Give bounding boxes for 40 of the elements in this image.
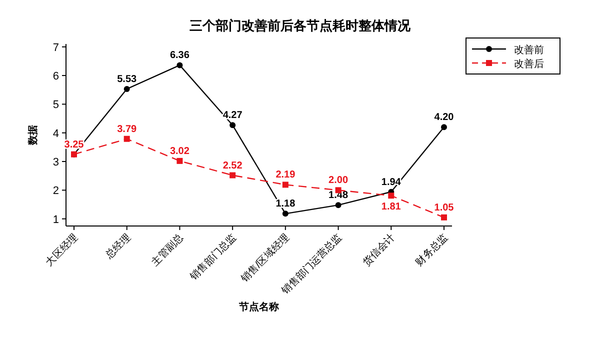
y-tick-label: 6: [52, 70, 59, 83]
data-label: 2.52: [222, 160, 243, 172]
data-label: 4.20: [434, 112, 454, 124]
point: [176, 62, 183, 68]
data-label: 3.02: [170, 146, 190, 157]
data-label: 2.19: [276, 170, 296, 181]
y-tick-label: 4: [52, 128, 59, 140]
point: [335, 202, 342, 208]
x-tick-label: 财务总监: [413, 232, 450, 268]
data-label: 1.05: [434, 202, 454, 214]
legend-label: 改善前: [514, 44, 544, 56]
point: [124, 136, 130, 142]
point: [176, 158, 183, 164]
x-axis-title: 节点名称: [238, 301, 280, 313]
x-tick-label: 销售部门总监: [187, 232, 239, 284]
point: [388, 192, 394, 199]
x-tick-label: 货信会计: [360, 232, 398, 268]
y-tick-label: 3: [52, 156, 59, 169]
x-tick-label: 总经理: [102, 232, 133, 262]
point: [230, 172, 236, 178]
point: [441, 214, 447, 220]
point: [282, 182, 288, 188]
data-label: 1.81: [381, 202, 402, 213]
point: [282, 210, 288, 217]
chart-title: 三个部门改善前后各节点耗时整体情况: [190, 18, 412, 33]
point: [230, 122, 236, 128]
y-tick-label: 1: [52, 214, 59, 226]
y-tick-label: 7: [52, 42, 59, 54]
y-tick-label: 2: [52, 185, 59, 198]
x-tick-label: 主管副总: [149, 232, 186, 268]
point: [441, 124, 447, 130]
point: [124, 86, 130, 92]
data-label: 5.53: [117, 74, 138, 85]
legend-label: 改善后: [514, 58, 544, 70]
x-tick-label: 大区经理: [43, 232, 80, 268]
data-label: 3.79: [117, 124, 138, 135]
y-axis-title: 数据: [27, 125, 39, 146]
y-tick-label: 5: [52, 99, 59, 112]
data-label: 6.36: [170, 50, 190, 62]
data-label: 2.00: [328, 175, 348, 186]
